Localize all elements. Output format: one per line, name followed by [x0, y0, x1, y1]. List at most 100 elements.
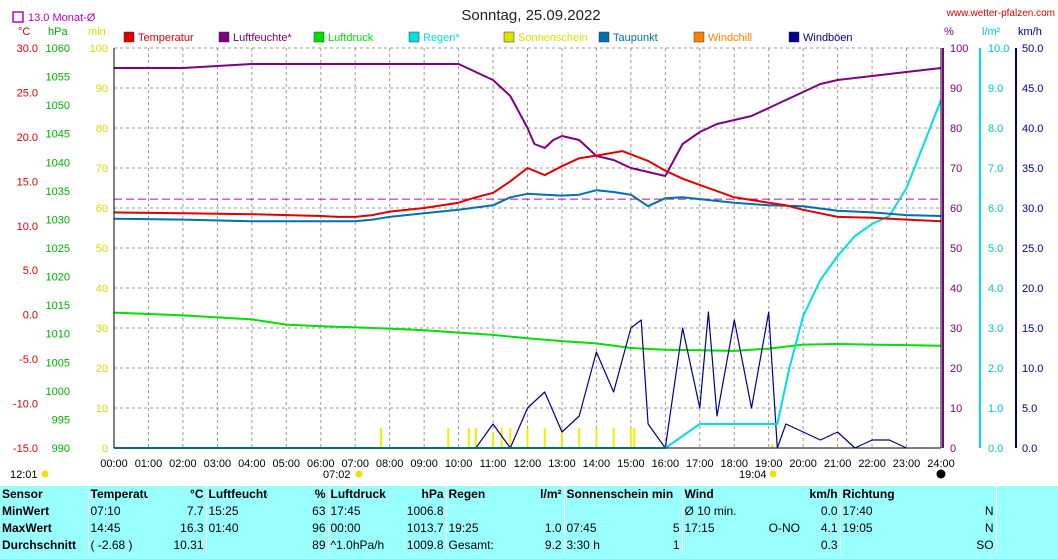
wind-tick-label: 30.0 — [1022, 203, 1043, 215]
wind-value: 0.3 — [820, 538, 838, 552]
stats-max-row: MaxWert 14:45 16.3 01:40 96 00:00 1013.7… — [0, 520, 1058, 537]
time-tick-label: 24:00 — [927, 458, 955, 470]
sunshine-tick-label: 50 — [96, 243, 108, 255]
wind-tick-label: 15.0 — [1022, 323, 1043, 335]
wind-tick-label: 40.0 — [1022, 123, 1043, 135]
hum-time: 01:40 — [205, 520, 268, 537]
legend-swatch — [408, 31, 420, 43]
temperature-tick-label: 10.0 — [17, 221, 38, 233]
dewpoint-line — [113, 189, 942, 223]
sunshine-bar — [543, 428, 546, 448]
chart-title: Sonntag, 25.09.2022 — [461, 7, 600, 24]
wind-value: 4.1 — [820, 521, 838, 535]
time-tick-label: 11:00 — [480, 458, 507, 470]
sunshine-unit: min — [88, 26, 106, 38]
time-tick-label: 08:00 — [376, 458, 404, 470]
sunshine-tick-label: 10 — [96, 403, 108, 415]
sunshine-bar — [447, 428, 450, 448]
wind-dir — [742, 537, 802, 554]
statistics-panel: Sensor Temperatur °C Luftfeuchte % Luftd… — [0, 486, 1058, 559]
monthly-avg-legend-icon — [12, 11, 24, 23]
press-time: 00:00 — [327, 520, 386, 537]
legend-label: Luftdruck — [328, 32, 374, 44]
sunshine-bar — [612, 428, 615, 448]
time-tick-label: 07:00 — [341, 458, 369, 470]
legend-swatch — [218, 31, 230, 43]
pressure-unit: hPa — [48, 26, 68, 38]
monthly-avg-legend-label: 13.0 Monat-Ø — [28, 12, 96, 24]
humidity-tick-label: 40 — [950, 283, 962, 295]
time-tick-label: 21:00 — [824, 458, 852, 470]
header-wind-label: Wind — [684, 487, 714, 501]
wind-tick-label: 5.0 — [1022, 403, 1037, 415]
sunshine-bar — [492, 432, 495, 448]
header-sunshine: Sonnenschein min — [563, 486, 682, 503]
humidity-tick-label: 50 — [950, 243, 962, 255]
humidity-tick-label: 10 — [950, 403, 962, 415]
header-direction: Richtung — [839, 486, 997, 503]
pressure-tick-label: 1005 — [46, 357, 70, 369]
wind-tick-label: 20.0 — [1022, 283, 1043, 295]
pressure-line — [113, 311, 942, 352]
time-tick-label: 04:00 — [238, 458, 266, 470]
pressure-tick-label: 990 — [52, 443, 70, 455]
sunshine-bar — [380, 428, 383, 448]
rain-value — [504, 503, 564, 520]
rain-tick-label: 2.0 — [988, 363, 1003, 375]
legend-swatch — [313, 31, 325, 43]
dir-value: N — [984, 521, 994, 535]
time-tick-label: 20:00 — [789, 458, 817, 470]
rain-line — [114, 99, 942, 449]
sunset-sun-icon — [769, 470, 777, 478]
time-tick-label: 19:00 — [755, 458, 783, 470]
weather-chart: 30.0 25.0 20.0 15.0 10.0 5.0 0.0 -5.0 -10.0 -15.0… — [10, 7, 1055, 481]
sunshine-bar — [560, 428, 563, 448]
temperature-tick-label: 25.0 — [17, 87, 38, 99]
legend-label: Windchill — [708, 32, 752, 44]
press-value: 1013.7 — [406, 521, 444, 535]
sunshine-bar — [633, 428, 636, 448]
time-tick-label: 23:00 — [893, 458, 921, 470]
pressure-tick-label: 1045 — [46, 129, 70, 141]
hum-value: 89 — [312, 538, 326, 552]
temperature-tick-label: -15.0 — [13, 443, 38, 455]
chart-legend: Temperatur Luftfeuchte* Luftdruck Regen* Son… — [123, 31, 853, 44]
header-wind-unit: km/h — [809, 487, 838, 501]
temperature-tick-label: -10.0 — [13, 399, 38, 411]
statistics-table: Sensor Temperatur °C Luftfeuchte % Luftd… — [0, 486, 1058, 554]
sunshine-bar — [526, 428, 529, 448]
site-link[interactable]: www.wetter-pfalzen.com — [946, 8, 1055, 19]
time-tick-label: 18:00 — [720, 458, 748, 470]
sunshine-bar — [771, 444, 774, 448]
temp-value: 7.7 — [186, 504, 204, 518]
humidity-tick-label: 100 — [950, 43, 968, 55]
rain-tick-label: 6.0 — [988, 203, 1003, 215]
time-tick-label: 05:00 — [273, 458, 301, 470]
wind-gust-line — [475, 311, 907, 449]
pressure-tick-label: 1030 — [46, 214, 70, 226]
time-tick-label: 15:00 — [617, 458, 645, 470]
sunshine-tick-label: 80 — [96, 123, 108, 135]
rain-tick-label: 0.0 — [988, 443, 1003, 455]
pressure-tick-label: 1040 — [46, 157, 70, 169]
humidity-tick-label: 60 — [950, 203, 962, 215]
stats-avg-row: Durchschnitt ( -2.68 ) 10.31 89 ^1.0hPa/… — [0, 537, 1058, 554]
rain-value: 1.0 — [544, 521, 562, 535]
header-rain: Regen — [445, 486, 504, 503]
sun-value: 1 — [672, 538, 680, 552]
wind-time — [681, 537, 742, 554]
temperature-tick-label: 30.0 — [17, 43, 38, 55]
time-tick-label: 02:00 — [169, 458, 197, 470]
humidity-tick-label: 70 — [950, 163, 962, 175]
sunrise-label: 07:02 — [323, 469, 351, 481]
wind-dir: O-NO — [768, 521, 800, 535]
legend-label: Sonnenschein — [518, 32, 588, 44]
time-tick-label: 09:00 — [410, 458, 438, 470]
noon-sun-icon — [41, 470, 49, 478]
solar-noon-label: 12:01 — [10, 469, 38, 481]
temperature-tick-label: 5.0 — [23, 265, 38, 277]
rain-tick-label: 5.0 — [988, 243, 1003, 255]
time-tick-label: 17:00 — [686, 458, 714, 470]
sunshine-tick-label: 70 — [96, 163, 108, 175]
wind-tick-label: 25.0 — [1022, 243, 1043, 255]
